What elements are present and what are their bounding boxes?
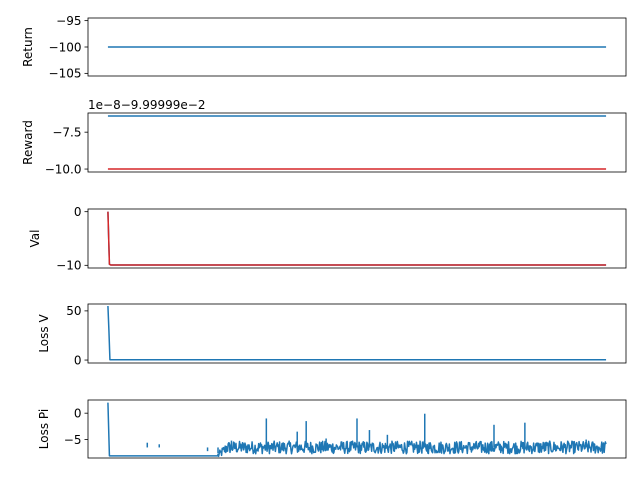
subplot-return: −95 −100 −105 Return [21, 14, 627, 81]
ytick-label: −10.0 [45, 162, 82, 176]
y-axis-label: Return [21, 27, 35, 67]
ytick-label: −10 [56, 259, 81, 273]
ytick-label: −7.5 [52, 125, 81, 139]
ytick-label: −95 [56, 14, 81, 28]
ytick-label: 0 [74, 406, 82, 420]
y-axis-label: Val [28, 230, 42, 248]
ytick-label: −105 [49, 67, 82, 81]
ytick-label: 0 [74, 353, 82, 367]
subplot-reward: −7.5 −10.0 Reward 1e−8−9.99999e−2 [21, 98, 627, 176]
subplot-loss-pi: 0 −5 Loss Pi [37, 399, 627, 459]
y-axis-label: Loss Pi [37, 409, 51, 449]
axes-frame [87, 208, 627, 269]
series-line-0 [107, 402, 607, 458]
ytick-label: 50 [66, 304, 81, 318]
ytick-label: −5 [64, 433, 82, 447]
y-offset-label: 1e−8−9.99999e−2 [88, 98, 205, 112]
axes-frame [87, 399, 627, 459]
series-line-0 [107, 305, 607, 361]
ytick-label: −100 [49, 40, 82, 54]
axes-frame [87, 112, 627, 173]
subplot-loss-v: 50 0 Loss V [37, 303, 627, 367]
series-line-1 [107, 211, 607, 266]
axes-frame [87, 303, 627, 364]
subplot-val: 0 −10 Val [28, 205, 627, 273]
ytick-label: 0 [74, 205, 82, 219]
y-axis-label: Loss V [37, 314, 51, 353]
y-axis-label: Reward [21, 120, 35, 165]
